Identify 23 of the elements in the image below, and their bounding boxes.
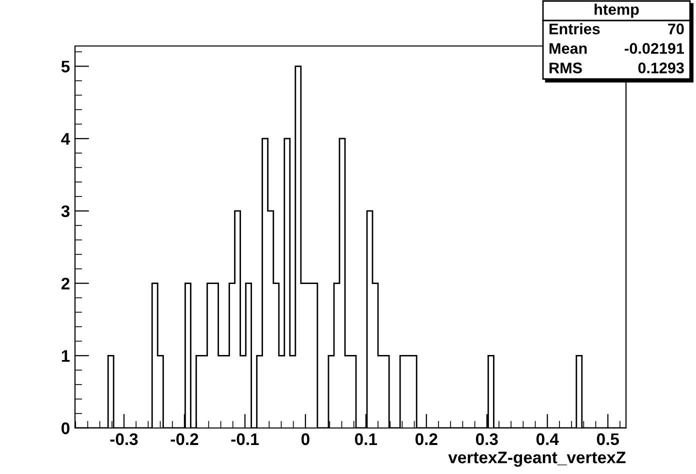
x-tick-label: 0.4 xyxy=(536,433,559,446)
text: 0.1293 xyxy=(638,62,684,74)
x-tick-label: 0.2 xyxy=(415,433,438,446)
x-tick-label: -0.1 xyxy=(231,433,259,446)
x-tick-label: 0 xyxy=(301,433,310,446)
x-tick-label: 0.1 xyxy=(355,433,378,446)
y-tick-label: 4 xyxy=(61,133,70,145)
x-tick-label: 0.5 xyxy=(596,433,619,446)
y-tick-label: 5 xyxy=(61,60,70,72)
x-axis-title: vertexZ-geant_vertexZ xyxy=(448,452,626,467)
text: Entries xyxy=(550,23,600,34)
y-tick-label: 3 xyxy=(61,205,70,218)
annotation: RMS xyxy=(550,62,582,74)
y-tick-label: 2 xyxy=(61,278,70,290)
y-tick-label: 0 xyxy=(62,422,70,434)
y-tick-label: 1 xyxy=(62,350,70,362)
text: 70 xyxy=(668,24,684,34)
x-tick-label: -0.2 xyxy=(170,433,198,446)
annotation: -0.02191 xyxy=(624,43,684,54)
x-tick-label: 0.3 xyxy=(476,433,498,446)
text: htemp xyxy=(594,4,639,18)
annotation: Mean xyxy=(550,43,587,54)
x-tick-label: -0.3 xyxy=(110,433,138,446)
